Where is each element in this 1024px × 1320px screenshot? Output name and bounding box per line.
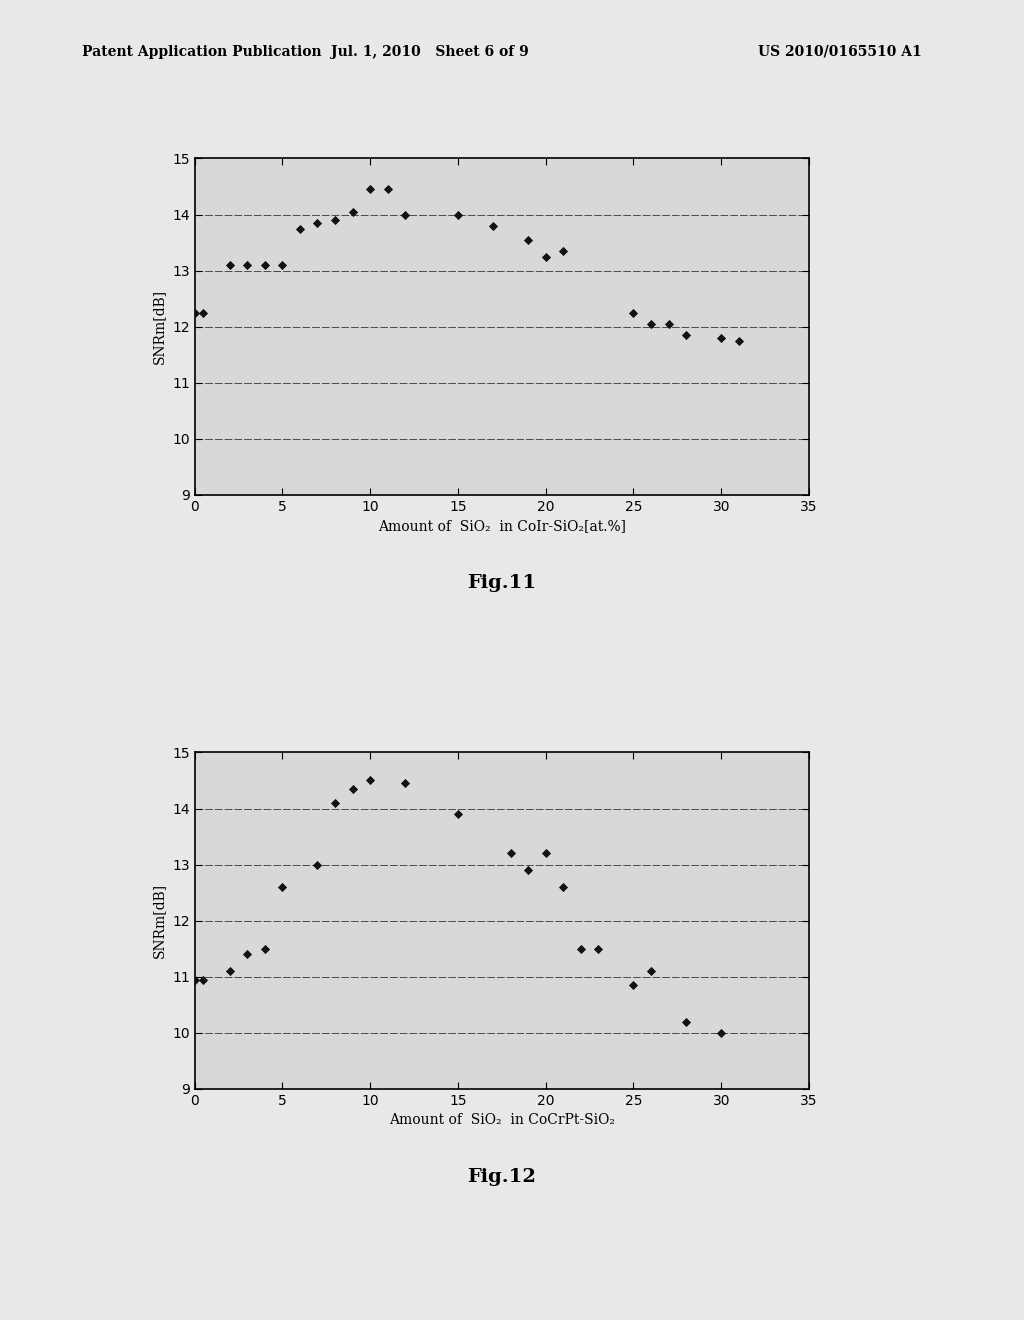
Text: Fig.11: Fig.11 [467,574,537,593]
Point [450,203,466,224]
Point [196,969,212,990]
Point [643,313,659,334]
Point [292,218,308,239]
Point [590,939,606,960]
X-axis label: Amount of  SiO₂  in CoCrPt-SiO₂: Amount of SiO₂ in CoCrPt-SiO₂ [389,1113,614,1127]
Point [713,1023,729,1044]
Point [361,770,378,791]
Point [257,255,273,276]
Point [397,772,414,793]
Point [361,178,378,199]
Point [484,215,501,236]
Point [555,876,571,898]
Point [626,302,642,323]
Point [538,843,554,865]
Point [660,313,677,334]
Point [555,240,571,261]
Point [626,974,642,995]
Point [239,255,255,276]
Point [572,939,589,960]
X-axis label: Amount of  SiO₂  in CoIr-SiO₂[at.%]: Amount of SiO₂ in CoIr-SiO₂[at.%] [378,519,626,533]
Point [450,804,466,825]
Text: US 2010/0165510 A1: US 2010/0165510 A1 [758,45,922,59]
Point [257,939,273,960]
Point [196,302,212,323]
Point [221,255,238,276]
Point [538,246,554,267]
Point [713,327,729,348]
Point [327,210,343,231]
Point [186,302,203,323]
Point [678,1011,694,1032]
Point [186,969,203,990]
Text: Fig.12: Fig.12 [467,1168,537,1187]
Point [503,843,519,865]
Text: Jul. 1, 2010   Sheet 6 of 9: Jul. 1, 2010 Sheet 6 of 9 [331,45,529,59]
Point [327,792,343,813]
Point [309,213,326,234]
Y-axis label: SNRm[dB]: SNRm[dB] [153,289,166,364]
Point [239,944,255,965]
Point [397,203,414,224]
Point [309,854,326,875]
Point [380,178,396,199]
Point [643,961,659,982]
Y-axis label: SNRm[dB]: SNRm[dB] [153,883,166,958]
Point [678,325,694,346]
Point [520,230,537,251]
Point [274,255,291,276]
Text: Patent Application Publication: Patent Application Publication [82,45,322,59]
Point [274,876,291,898]
Point [520,859,537,880]
Point [344,779,360,800]
Point [344,201,360,222]
Point [221,961,238,982]
Point [730,330,746,351]
